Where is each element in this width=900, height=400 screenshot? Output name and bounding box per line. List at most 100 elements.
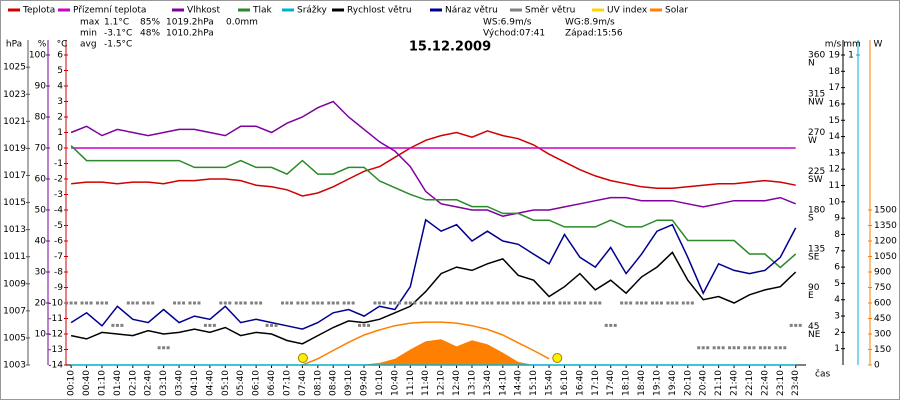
x-axis-label: čas bbox=[815, 369, 830, 380]
y-tick-label: 1 bbox=[57, 128, 63, 138]
x-tick-label: 09:10 bbox=[344, 370, 354, 396]
y-tick-label: 1013 bbox=[3, 225, 26, 235]
x-tick-label: 16:10 bbox=[560, 370, 570, 396]
y-axis-unit: hPa bbox=[6, 40, 22, 50]
y-tick-label: 14 bbox=[829, 132, 841, 142]
y-tick-label: 135 bbox=[808, 244, 825, 254]
legend-label: Náraz větru bbox=[445, 6, 498, 16]
x-tick-label: 23:10 bbox=[776, 370, 786, 396]
y-tick-label: 13 bbox=[829, 148, 840, 158]
compass-label: SE bbox=[808, 252, 820, 262]
y-tick-label: 20 bbox=[35, 299, 47, 309]
y-tick-label: 1003 bbox=[3, 361, 26, 371]
y-tick-label: 1 bbox=[834, 344, 840, 354]
y-tick-label: 2 bbox=[57, 113, 63, 123]
y-tick-label: 1 bbox=[848, 51, 854, 61]
x-tick-label: 12:40 bbox=[452, 370, 462, 396]
compass-label: N bbox=[808, 59, 815, 69]
y-tick-label: 1350 bbox=[874, 221, 897, 231]
y-tick-label: 17 bbox=[829, 83, 840, 93]
y-tick-label: 45 bbox=[808, 322, 819, 332]
series-line bbox=[70, 251, 797, 345]
y-tick-label: 1005 bbox=[3, 333, 26, 343]
x-tick-label: 06:10 bbox=[252, 370, 262, 396]
x-tick-label: 21:40 bbox=[730, 370, 740, 396]
legend-label: Teplota bbox=[22, 6, 55, 16]
legend-label: Přízemní teplota bbox=[73, 6, 146, 16]
stat-value: -3.1°C bbox=[104, 29, 132, 39]
y-tick-label: 8 bbox=[834, 230, 840, 240]
sun-marker bbox=[297, 353, 308, 363]
stat-value: 1010.2hPa bbox=[166, 29, 214, 39]
x-tick-label: 20:40 bbox=[699, 370, 709, 396]
solar-area bbox=[71, 339, 796, 365]
stat-value: max bbox=[80, 18, 100, 28]
x-tick-label: 10:40 bbox=[390, 370, 400, 396]
y-axis-unit: °C bbox=[57, 40, 68, 50]
y-tick-label: -14 bbox=[48, 361, 63, 371]
wind-stat: WS:6.9m/s bbox=[483, 18, 532, 28]
legend-label: Vlhkost bbox=[187, 6, 220, 16]
x-tick-label: 01:10 bbox=[97, 370, 107, 396]
series-line bbox=[70, 145, 797, 269]
y-tick-label: 1500 bbox=[874, 206, 897, 216]
y-tick-label: 1050 bbox=[874, 252, 897, 262]
x-tick-label: 07:40 bbox=[298, 370, 308, 396]
y-tick-label: 1019 bbox=[3, 144, 26, 154]
x-tick-label: 03:40 bbox=[175, 370, 185, 396]
stat-value: 0.0mm bbox=[226, 18, 258, 28]
x-tick-label: 02:10 bbox=[128, 370, 138, 396]
y-tick-label: 270 bbox=[808, 128, 825, 138]
y-tick-label: -10 bbox=[48, 299, 63, 309]
legend-label: Tlak bbox=[252, 6, 273, 16]
y-tick-label: -11 bbox=[48, 314, 63, 324]
x-tick-label: 14:40 bbox=[514, 370, 524, 396]
y-tick-label: 4 bbox=[57, 82, 63, 92]
y-tick-label: 225 bbox=[808, 167, 825, 177]
stat-value: 1019.2hPa bbox=[166, 18, 214, 28]
y-tick-label: 9 bbox=[834, 214, 840, 224]
y-tick-label: 5 bbox=[834, 279, 840, 289]
y-tick-label: -7 bbox=[54, 252, 63, 262]
x-tick-label: 07:10 bbox=[282, 370, 292, 396]
x-tick-label: 09:40 bbox=[360, 370, 370, 396]
x-tick-label: 04:40 bbox=[205, 370, 215, 396]
x-tick-label: 05:40 bbox=[236, 370, 246, 396]
y-axis-unit: % bbox=[38, 40, 47, 50]
y-tick-label: -8 bbox=[54, 268, 63, 278]
y-tick-label: 1009 bbox=[3, 279, 26, 289]
stat-value: 48% bbox=[140, 29, 160, 39]
compass-label: SW bbox=[808, 175, 823, 185]
x-tick-label: 08:10 bbox=[313, 370, 323, 396]
y-tick-label: 6 bbox=[57, 51, 63, 61]
y-tick-label: 12 bbox=[829, 165, 840, 175]
y-tick-label: 1011 bbox=[3, 252, 26, 262]
legend-label: Srážky bbox=[297, 6, 328, 16]
y-tick-label: 0 bbox=[57, 144, 63, 154]
x-tick-label: 23:40 bbox=[791, 370, 801, 396]
y-tick-label: 6 bbox=[834, 263, 840, 273]
y-tick-label: 2 bbox=[834, 328, 840, 338]
y-tick-label: -12 bbox=[48, 330, 63, 340]
y-tick-label: 750 bbox=[874, 283, 891, 293]
y-tick-label: 40 bbox=[35, 237, 47, 247]
y-tick-label: 90 bbox=[808, 283, 820, 293]
y-tick-label: 11 bbox=[829, 181, 840, 191]
y-tick-label: 300 bbox=[874, 330, 891, 340]
y-tick-label: 7 bbox=[834, 246, 840, 256]
compass-label: S bbox=[808, 214, 814, 224]
y-tick-label: 80 bbox=[35, 113, 47, 123]
y-tick-label: 360 bbox=[808, 51, 825, 61]
x-tick-label: 13:10 bbox=[467, 370, 477, 396]
legend-label: UV index bbox=[607, 6, 648, 16]
y-tick-label: 1200 bbox=[874, 237, 897, 247]
y-tick-label: 1017 bbox=[3, 171, 26, 181]
x-tick-label: 10:10 bbox=[375, 370, 385, 396]
x-tick-label: 14:10 bbox=[498, 370, 508, 396]
solar-envelope bbox=[302, 321, 550, 366]
stat-value: min bbox=[80, 29, 97, 39]
y-tick-label: 10 bbox=[829, 197, 841, 207]
y-axis-unit: W bbox=[874, 40, 883, 50]
compass-label: E bbox=[808, 291, 814, 301]
